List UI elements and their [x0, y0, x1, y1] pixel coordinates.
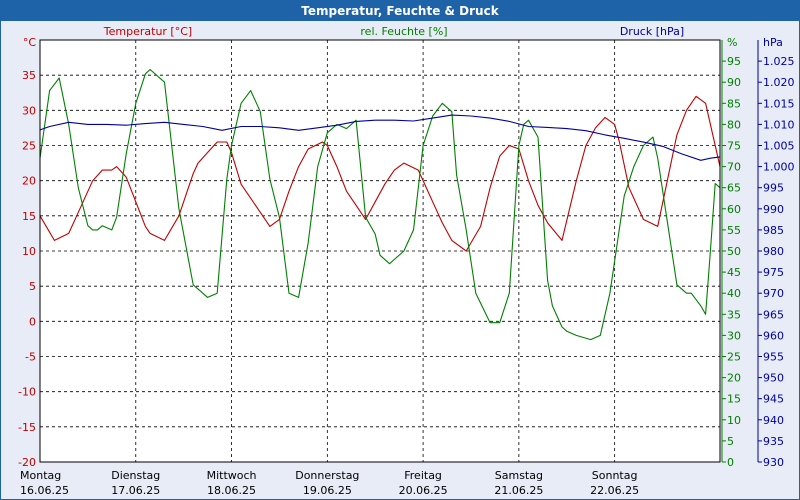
- humidity-tick-label: 85: [727, 97, 741, 110]
- humidity-tick-label: 5: [727, 435, 734, 448]
- grid: [40, 40, 720, 462]
- x-date-label: 22.06.25: [590, 484, 639, 497]
- temp-tick-label: -10: [18, 386, 36, 399]
- x-day-label: Mittwoch: [207, 469, 257, 482]
- pressure-tick-label: 1.010: [763, 118, 795, 131]
- temp-tick-label: 15: [22, 210, 36, 223]
- x-date-label: 19.06.25: [303, 484, 352, 497]
- x-day-label: Samstag: [495, 469, 543, 482]
- temp-tick-label: 10: [22, 245, 36, 258]
- pressure-tick-label: 930: [763, 456, 784, 469]
- pressure-tick-label: 965: [763, 308, 784, 321]
- humidity-tick-label: 0: [727, 456, 734, 469]
- pressure-tick-label: 980: [763, 245, 784, 258]
- x-day-label: Montag: [20, 469, 61, 482]
- humidity-tick-label: 20: [727, 372, 741, 385]
- pressure-tick-label: 1.020: [763, 76, 795, 89]
- humidity-tick-label: 95: [727, 55, 741, 68]
- humidity-tick-label: 55: [727, 224, 741, 237]
- temp-tick-label: 20: [22, 175, 36, 188]
- pressure-tick-label: 950: [763, 372, 784, 385]
- pressure-tick-label: 975: [763, 266, 784, 279]
- temp-tick-label: 35: [22, 69, 36, 82]
- humidity-tick-label: 10: [727, 414, 741, 427]
- humidity-tick-label: 90: [727, 76, 741, 89]
- temp-tick-label: -15: [18, 421, 36, 434]
- x-date-label: 17.06.25: [111, 484, 160, 497]
- pressure-tick-label: 1.005: [763, 140, 795, 153]
- pressure-tick-label: 1.000: [763, 161, 795, 174]
- x-day-label: Sonntag: [592, 469, 638, 482]
- pressure-tick-label: 960: [763, 329, 784, 342]
- humidity-tick-label: 45: [727, 266, 741, 279]
- temp-tick-label: 25: [22, 140, 36, 153]
- humidity-legend-label: rel. Feuchte [%]: [360, 25, 447, 38]
- temp-tick-label: 0: [29, 315, 36, 328]
- series-lines: [39, 68, 721, 341]
- pressure-unit-label: hPa: [763, 36, 783, 49]
- pressure-tick-label: 955: [763, 351, 784, 364]
- pressure-tick-label: 985: [763, 224, 784, 237]
- x-day-label: Dienstag: [111, 469, 160, 482]
- axes: -20 -15 -10 -5 0 5 10 15 20 25 30 35 °C Temperatur [°…: [18, 25, 794, 497]
- humidity-tick-label: 35: [727, 308, 741, 321]
- x-date-label: 21.06.25: [494, 484, 543, 497]
- pressure-tick-label: 995: [763, 182, 784, 195]
- humidity-tick-label: 40: [727, 287, 741, 300]
- temp-tick-label: 5: [29, 280, 36, 293]
- pressure-tick-label: 935: [763, 435, 784, 448]
- pressure-tick-label: 1.025: [763, 55, 795, 68]
- pressure-tick-label: 940: [763, 414, 784, 427]
- series-line-hum: [39, 68, 721, 341]
- humidity-tick-label: 30: [727, 329, 741, 342]
- humidity-tick-label: 50: [727, 245, 741, 258]
- humidity-tick-label: 25: [727, 351, 741, 364]
- humidity-unit-label: %: [727, 36, 737, 49]
- x-day-label: Donnerstag: [295, 469, 359, 482]
- temp-tick-label: -20: [18, 456, 36, 469]
- pressure-legend-label: Druck [hPa]: [620, 25, 684, 38]
- pressure-tick-label: 945: [763, 393, 784, 406]
- pressure-tick-label: 970: [763, 287, 784, 300]
- x-date-label: 16.06.25: [20, 484, 69, 497]
- humidity-tick-label: 80: [727, 118, 741, 131]
- x-date-label: 18.06.25: [207, 484, 256, 497]
- humidity-tick-label: 60: [727, 203, 741, 216]
- pressure-tick-label: 990: [763, 203, 784, 216]
- humidity-tick-label: 70: [727, 161, 741, 174]
- x-day-label: Freitag: [404, 469, 442, 482]
- humidity-tick-label: 15: [727, 393, 741, 406]
- humidity-tick-label: 75: [727, 140, 741, 153]
- temp-tick-label: 30: [22, 104, 36, 117]
- series-line-press: [39, 114, 721, 161]
- temp-tick-label: -5: [25, 351, 36, 364]
- series-line-temp: [39, 95, 721, 252]
- temp-legend-label: Temperatur [°C]: [103, 25, 192, 38]
- plot-border: [39, 39, 721, 463]
- pressure-tick-label: 1.015: [763, 97, 795, 110]
- temp-unit-label: °C: [23, 36, 37, 49]
- chart-title: Temperatur, Feuchte & Druck: [1, 1, 799, 21]
- x-date-label: 20.06.25: [399, 484, 448, 497]
- humidity-tick-label: 65: [727, 182, 741, 195]
